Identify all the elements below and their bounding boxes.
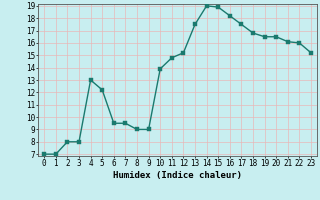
X-axis label: Humidex (Indice chaleur): Humidex (Indice chaleur) <box>113 171 242 180</box>
